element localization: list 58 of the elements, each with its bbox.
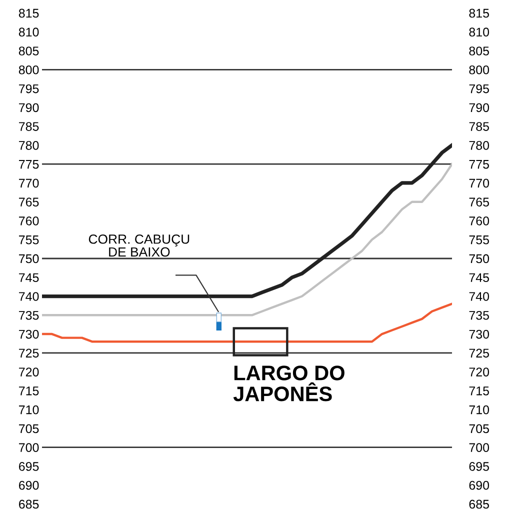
y2-tick-label: 730 bbox=[469, 330, 490, 339]
y-tick-label: 720 bbox=[19, 368, 39, 376]
y2-tick-label: 715 bbox=[469, 386, 489, 396]
y2-tick-label: 740 bbox=[469, 292, 490, 301]
y-tick-label: 685 bbox=[19, 500, 39, 509]
y-tick-label: 695 bbox=[19, 462, 39, 471]
y2-tick-label: 810 bbox=[469, 28, 490, 37]
y-tick-label: 815 bbox=[18, 8, 39, 18]
line-series bbox=[42, 302, 452, 343]
y-tick-label: 780 bbox=[19, 140, 39, 150]
y-tick-label: 755 bbox=[19, 236, 39, 244]
y-tick-label: 725 bbox=[19, 348, 39, 358]
y-tick-label: 770 bbox=[19, 178, 39, 188]
annotation: CORR. CABUÇU DE BAIXO bbox=[88, 234, 190, 257]
y-tick-label: 740 bbox=[19, 292, 39, 301]
y2-tick-label: 695 bbox=[469, 462, 489, 471]
y-tick-label: 765 bbox=[19, 198, 39, 206]
y-tick-label: 760 bbox=[19, 216, 39, 226]
y-tick-label: 805 bbox=[18, 46, 39, 56]
y2-tick-label: 780 bbox=[469, 140, 490, 150]
y2-tick-label: 705 bbox=[469, 424, 489, 434]
y2-tick-label: 795 bbox=[469, 84, 489, 94]
y-tick-label: 745 bbox=[19, 273, 39, 282]
y2-tick-label: 805 bbox=[469, 46, 489, 56]
y2-tick-label: 815 bbox=[469, 8, 489, 18]
y2-tick-label: 690 bbox=[469, 480, 490, 490]
y-tick-label: 800 bbox=[18, 65, 39, 74]
y2-tick-label: 785 bbox=[469, 122, 489, 131]
y-tick-label: 775 bbox=[19, 160, 39, 169]
y2-tick-label: 700 bbox=[469, 443, 490, 452]
line-series bbox=[42, 143, 452, 298]
y2-tick-label: 775 bbox=[469, 160, 489, 169]
y2-tick-label: 765 bbox=[469, 198, 489, 206]
y2-tick-label: 720 bbox=[469, 368, 490, 376]
y-tick-label: 810 bbox=[18, 28, 39, 37]
y2-tick-label: 745 bbox=[469, 273, 489, 282]
y-tick-label: 710 bbox=[19, 405, 39, 414]
y2-tick-label: 770 bbox=[469, 178, 490, 188]
y-tick-label: 785 bbox=[19, 122, 39, 131]
y2-tick-label: 710 bbox=[469, 405, 490, 414]
y2-tick-label: 725 bbox=[469, 348, 489, 358]
y-tick-label: 700 bbox=[19, 443, 39, 452]
y-tick-label: 690 bbox=[19, 480, 39, 490]
y2-tick-label: 755 bbox=[469, 236, 489, 244]
y-tick-label: 790 bbox=[19, 103, 39, 112]
y-tick-label: 735 bbox=[19, 310, 39, 320]
y2-tick-label: 790 bbox=[469, 103, 490, 112]
y2-tick-label: 750 bbox=[469, 254, 490, 264]
y-tick-label: 705 bbox=[19, 424, 39, 434]
annotation: LARGO DO JAPONÊS bbox=[233, 366, 344, 402]
y-tick-label: 730 bbox=[19, 330, 39, 339]
y-tick-label: 750 bbox=[19, 254, 39, 264]
y2-tick-label: 685 bbox=[469, 500, 489, 509]
y-tick-label: 715 bbox=[19, 386, 39, 396]
y2-tick-label: 735 bbox=[469, 310, 489, 320]
y2-tick-label: 800 bbox=[469, 65, 490, 74]
y2-tick-label: 760 bbox=[469, 216, 490, 226]
y-tick-label: 795 bbox=[19, 84, 39, 94]
